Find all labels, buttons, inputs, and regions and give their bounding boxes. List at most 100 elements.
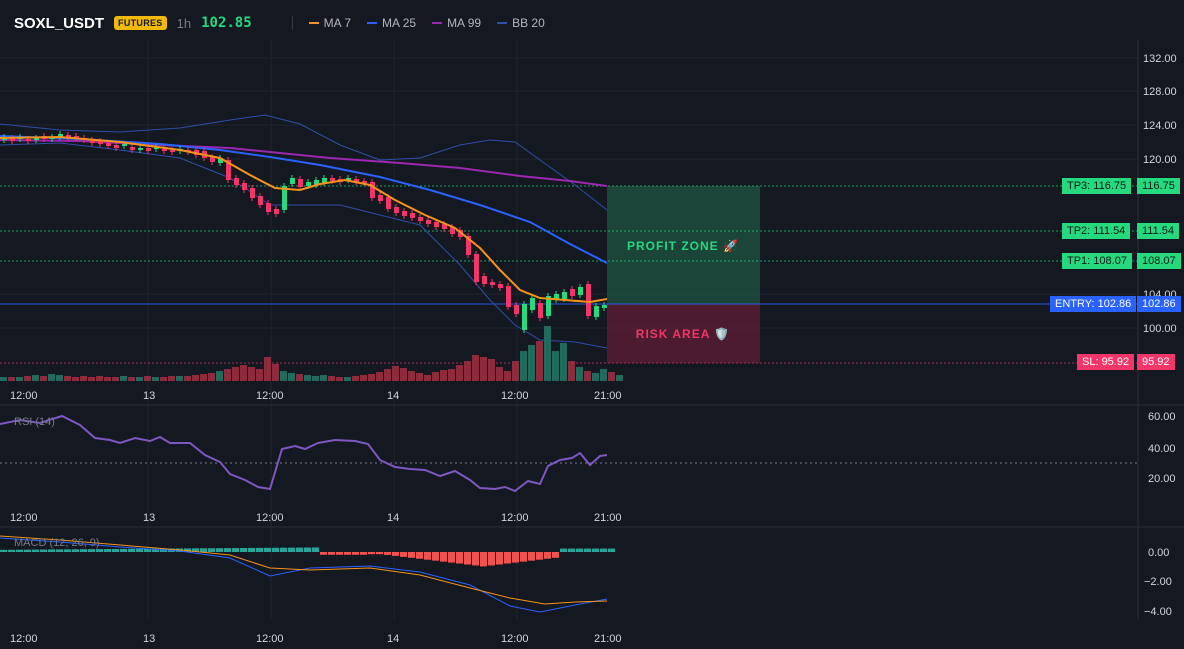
- volume-bar: [400, 368, 407, 381]
- volume-bar: [352, 376, 359, 381]
- macd-hist-bar: [544, 552, 551, 559]
- candle-body: [474, 254, 479, 282]
- tp3-price-tag: 116.75: [1137, 178, 1180, 194]
- macd-hist-bar: [352, 552, 359, 555]
- volume-bar: [336, 377, 343, 381]
- candle-body: [466, 236, 471, 255]
- candle-body: [514, 305, 519, 314]
- candle-body: [34, 138, 39, 140]
- macd-hist-bar: [240, 548, 247, 552]
- legend-ma99[interactable]: MA 99: [432, 16, 481, 30]
- volume-bar: [424, 375, 431, 381]
- volume-bar: [256, 369, 263, 381]
- time-tick: 12:00: [10, 512, 38, 524]
- volume-bar: [296, 374, 303, 381]
- macd-hist-bar: [184, 548, 191, 552]
- macd-hist-bar: [528, 552, 535, 561]
- panel-separators: [0, 40, 1184, 620]
- time-tick: 13: [143, 633, 155, 645]
- price-tick: 124.00: [1143, 120, 1177, 132]
- last-price: 102.85: [201, 15, 252, 31]
- candle-body: [530, 298, 535, 310]
- legend-ma99-label: MA 99: [447, 16, 482, 30]
- volume-bar: [112, 377, 119, 381]
- volume-bar: [408, 371, 415, 381]
- volume-bar: [504, 371, 511, 381]
- macd-hist-bar: [208, 548, 215, 552]
- tp1-label[interactable]: TP1: 108.07: [1062, 253, 1132, 269]
- macd-hist-bar: [424, 552, 431, 560]
- volume-bar: [216, 371, 223, 381]
- volume-bar: [312, 376, 319, 381]
- volume-bar: [32, 375, 39, 381]
- time-tick: 21:00: [594, 512, 622, 524]
- symbol-name[interactable]: SOXL_USDT: [14, 14, 105, 32]
- tp2-label[interactable]: TP2: 111.54: [1062, 223, 1131, 239]
- volume-bar: [176, 376, 183, 381]
- time-tick: 12:00: [256, 633, 284, 645]
- macd-hist-bar: [368, 552, 375, 555]
- volume-bar: [80, 376, 87, 381]
- volume-bar: [224, 369, 231, 381]
- price-axis[interactable]: 132.00 128.00 124.00 120.00 104.00 100.0…: [1143, 53, 1177, 335]
- bb20-upper-band: [0, 114, 608, 211]
- candle-body: [402, 211, 407, 216]
- volume-bar: [64, 376, 71, 381]
- macd-hist-bar: [232, 548, 239, 552]
- legend-ma7[interactable]: MA 7: [308, 16, 351, 30]
- candle-body: [282, 186, 287, 210]
- volume-bar: [232, 367, 239, 381]
- futures-badge: FUTURES: [114, 16, 167, 30]
- macd-hist-bar: [48, 549, 55, 552]
- timeframe-selector[interactable]: 1h: [176, 15, 192, 31]
- volume-bar: [24, 376, 31, 381]
- volume-bar: [184, 376, 191, 381]
- volume-bar: [360, 375, 367, 381]
- sl-label[interactable]: SL: 95.92: [1077, 354, 1135, 370]
- time-tick: 12:00: [501, 512, 529, 524]
- candle-body: [314, 180, 319, 185]
- macd-hist-bar: [80, 549, 87, 552]
- legend-ma25[interactable]: MA 25: [367, 16, 416, 30]
- time-tick: 13: [143, 512, 155, 524]
- candle-body: [570, 289, 575, 296]
- volume-bar: [240, 365, 247, 381]
- candle-body: [266, 203, 271, 212]
- time-tick: 12:00: [256, 390, 284, 402]
- tp1-price-text: 108.07: [1142, 255, 1176, 267]
- time-tick: 14: [387, 633, 399, 645]
- candle-body: [234, 178, 239, 185]
- candle-body: [546, 296, 551, 316]
- time-tick: 12:00: [10, 390, 38, 402]
- risk-zone-label: RISK AREA 🛡️: [636, 327, 730, 341]
- volume-bar: [48, 374, 55, 381]
- volume-bar: [432, 372, 439, 381]
- macd-hist-bar: [8, 549, 15, 552]
- volume-bar: [464, 361, 471, 381]
- macd-hist-bar: [56, 549, 63, 552]
- macd-hist-bar: [40, 549, 47, 552]
- entry-label[interactable]: ENTRY: 102.86: [1050, 296, 1137, 312]
- volume-bar: [40, 376, 47, 381]
- macd-hist-bar: [264, 547, 271, 552]
- macd-hist-bar: [520, 552, 527, 562]
- candle-body: [90, 140, 95, 143]
- volume-bar: [168, 376, 175, 381]
- volume-bar: [328, 376, 335, 381]
- candle-body: [242, 183, 247, 190]
- volume-bar: [280, 371, 287, 381]
- volume-bar: [552, 351, 559, 381]
- volume-bars: [0, 326, 623, 381]
- macd-hist-bar: [336, 552, 343, 555]
- time-axis-main[interactable]: 12:00 13 12:00 14 12:00 21:00: [10, 390, 622, 402]
- macd-hist-bar: [128, 548, 135, 552]
- volume-bar: [544, 326, 551, 381]
- candle-body: [538, 303, 543, 318]
- macd-hist-bar: [496, 552, 503, 565]
- legend-bb20[interactable]: BB 20: [497, 16, 545, 30]
- candle-body: [274, 209, 279, 214]
- candle-body: [10, 138, 15, 141]
- macd-tick: −4.00: [1144, 606, 1172, 618]
- tp3-label[interactable]: TP3: 116.75: [1062, 178, 1132, 194]
